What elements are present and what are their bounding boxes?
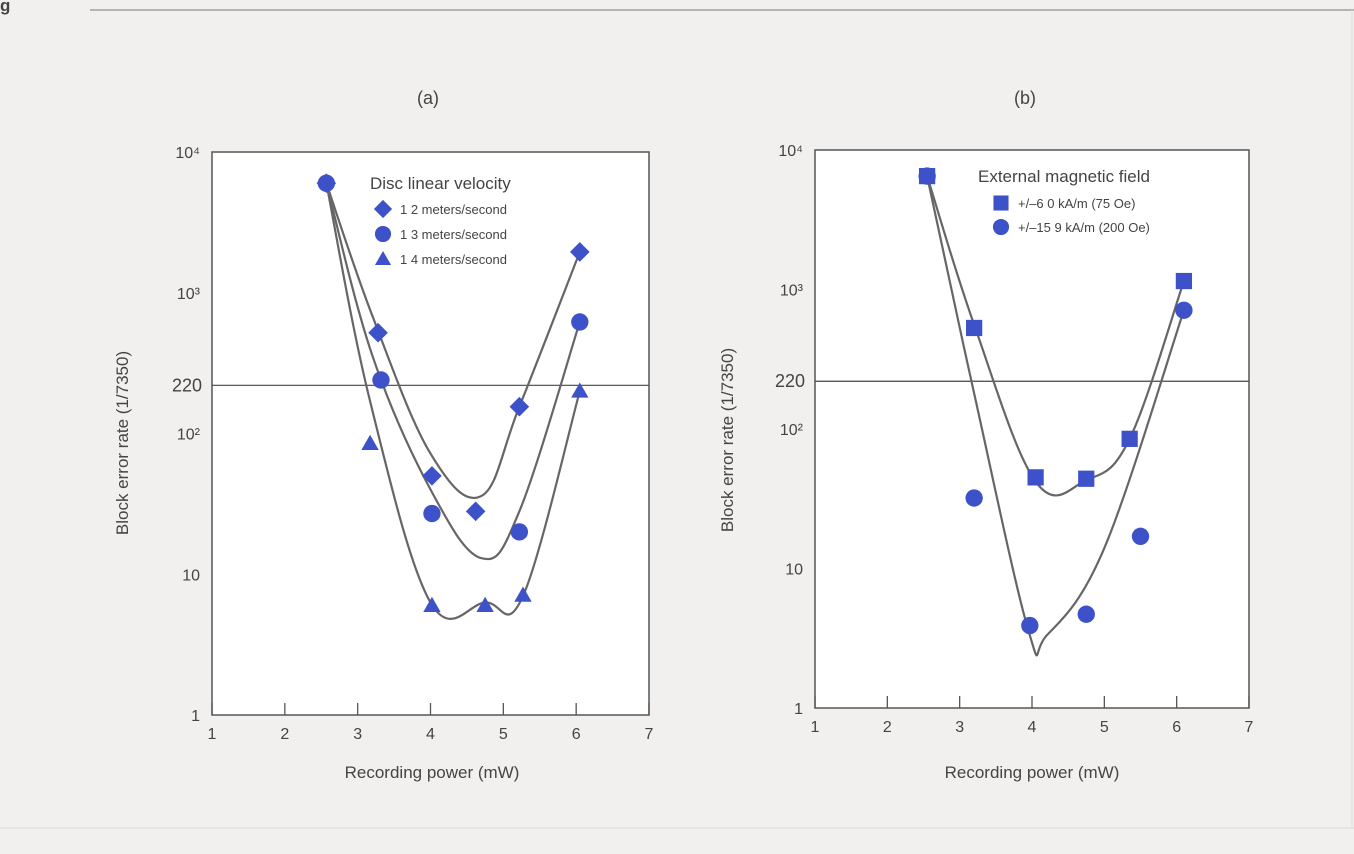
panel-a-ytick-label-1000: 10³ (177, 286, 201, 303)
panel-b-xtick-label-2: 2 (883, 719, 892, 736)
panel-a-xtick-label-6: 6 (572, 726, 581, 743)
panel-b-ytick-label-1: 1 (794, 701, 803, 718)
panel-b-point-circle-5 (1175, 301, 1193, 319)
panel-a-point-circle-2 (423, 504, 441, 523)
panel-a-point-triangle-4 (571, 382, 589, 398)
panel-a-point-triangle-1 (423, 596, 441, 612)
panel-a-point-triangle-3 (514, 586, 532, 602)
panel-b-legend: External magnetic field +/–6 0 kA/m (75 … (978, 167, 1150, 236)
panel-a-legend-title: Disc linear velocity (370, 174, 511, 193)
panel-b-xtick-label-3: 3 (955, 719, 964, 736)
panel-a-point-diamond-5 (570, 242, 590, 262)
panel-b-legend-marker-1 (992, 218, 1010, 236)
panel-a-point-diamond-1 (368, 322, 388, 343)
panel-b-point-square-1 (966, 319, 983, 337)
panel-b-ytick-label-100: 10² (780, 422, 804, 439)
panel-a-ytick-label-10000: 10⁴ (175, 145, 200, 162)
panel-b-point-square-4 (1121, 430, 1138, 447)
panel-a-xtick-label-5: 5 (499, 726, 508, 743)
panel-b-plot-area (814, 149, 1250, 709)
figure-top-label: g (0, 0, 11, 15)
panel-a-curve-triangle (325, 183, 581, 620)
panel-b-legend-label-1: +/–15 9 kA/m (200 Oe) (1018, 220, 1150, 235)
panel-a-legend-marker-1 (374, 225, 392, 243)
panel-a-ytick-label-10: 10 (182, 567, 200, 584)
panel-a-xtick-label-3: 3 (353, 726, 362, 743)
panel-a-curve-diamond (325, 182, 581, 499)
chart-panel-a: (a) 220 1 2 3 4 5 6 7 1 10 10² 10³ 10⁴ Recording p… (113, 88, 654, 782)
panel-a-point-circle-0 (317, 174, 336, 192)
panel-a-point-triangle-2 (476, 596, 494, 612)
panel-a-ytick-label-100: 10² (177, 427, 201, 444)
panel-a-reference-label: 220 (172, 375, 202, 395)
panel-b-xtick-label-6: 6 (1172, 719, 1181, 736)
panel-b-point-square-5 (1175, 272, 1193, 290)
panel-a-point-diamond-3 (465, 501, 486, 522)
panel-b-xtick-label-5: 5 (1100, 719, 1109, 736)
panel-a-xtick-label-2: 2 (280, 726, 289, 743)
panel-a-label: (a) (417, 88, 439, 108)
panel-b-ytick-label-1000: 10³ (780, 283, 804, 300)
panel-a-xtick-label-1: 1 (208, 726, 217, 743)
panel-a-legend: Disc linear velocity 1 2 meters/second 1 … (370, 174, 511, 267)
panel-a-legend-label-2: 1 4 meters/second (400, 252, 507, 267)
panel-a-xtick-label-7: 7 (645, 726, 654, 743)
panel-a-point-circle-3 (510, 523, 529, 541)
chart-panel-b: (b) 220 1 2 3 4 5 6 7 1 10 10² 10³ 10⁴ Recording p… (718, 88, 1254, 782)
panel-b-label: (b) (1014, 88, 1036, 108)
panel-a-point-diamond-2 (422, 466, 442, 486)
panel-a-xlabel: Recording power (mW) (345, 763, 520, 782)
panel-b-point-circle-2 (1021, 616, 1039, 635)
panel-b-curve-square (926, 175, 1185, 497)
panel-a-point-circle-1 (372, 371, 390, 389)
panel-a-xtick-label-4: 4 (426, 726, 435, 743)
panel-b-ylabel: Block error rate (1/7350) (718, 348, 737, 532)
panel-b-point-circle-4 (1131, 527, 1150, 546)
panel-b-point-square-3 (1078, 470, 1095, 487)
panel-b-ytick-label-10: 10 (785, 562, 803, 579)
panel-a-point-diamond-4 (509, 396, 530, 417)
panel-b-curve-circle (926, 175, 1185, 657)
panel-b-xlabel: Recording power (mW) (945, 763, 1120, 782)
panel-b-xtick-label-1: 1 (811, 719, 820, 736)
panel-a-legend-marker-0 (373, 199, 393, 219)
panel-a-ytick-label-1: 1 (191, 708, 200, 725)
panel-a-point-circle-4 (571, 313, 589, 331)
panel-a-legend-label-1: 1 3 meters/second (400, 227, 507, 242)
panel-a-point-triangle-0 (361, 434, 379, 450)
panel-b-xtick-label-4: 4 (1028, 719, 1037, 736)
panel-b-ytick-label-10000: 10⁴ (778, 143, 803, 160)
panel-b-legend-title: External magnetic field (978, 167, 1150, 186)
panel-b-point-circle-1 (965, 489, 983, 507)
panel-b-point-circle-0 (918, 167, 936, 185)
panel-b-reference-label: 220 (775, 371, 805, 391)
panel-b-xtick-label-7: 7 (1245, 719, 1254, 736)
panel-a-legend-marker-2 (374, 250, 392, 266)
panel-b-point-circle-3 (1077, 605, 1095, 623)
panel-a-curve-circle (325, 182, 581, 561)
panel-b-legend-label-0: +/–6 0 kA/m (75 Oe) (1018, 196, 1135, 211)
panel-a-ylabel: Block error rate (1/7350) (113, 351, 132, 535)
panel-a-legend-label-0: 1 2 meters/second (400, 202, 507, 217)
panel-b-point-square-2 (1027, 469, 1044, 486)
panel-b-legend-marker-0 (993, 195, 1009, 211)
